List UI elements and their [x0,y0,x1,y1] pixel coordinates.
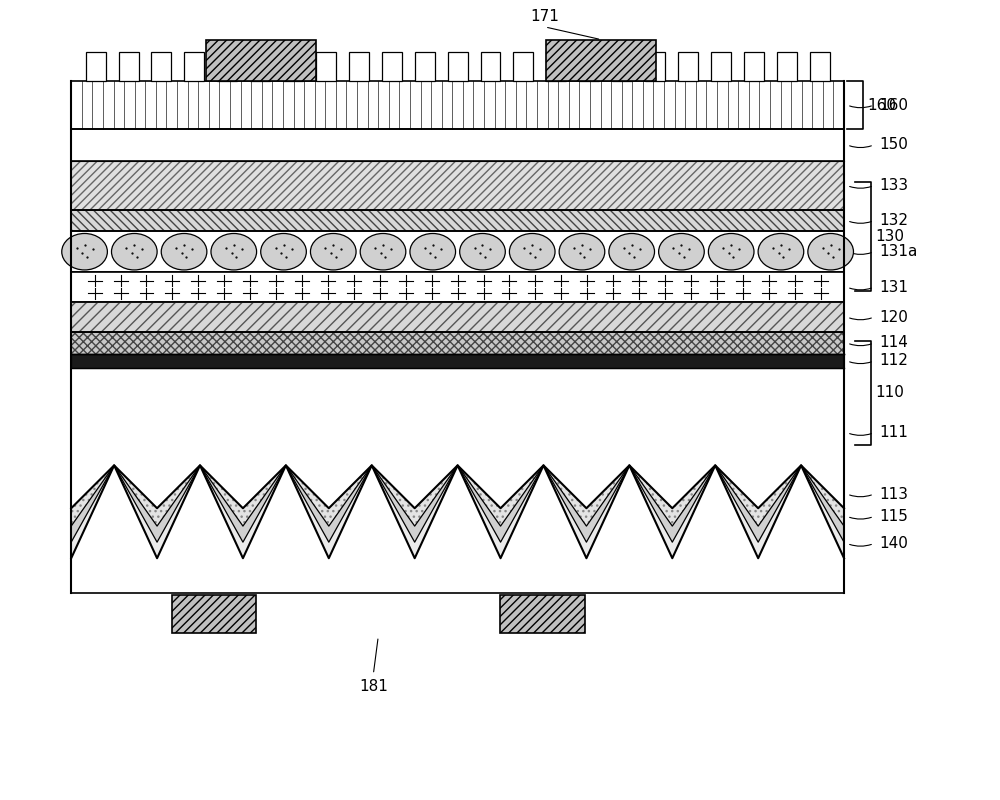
Circle shape [509,234,555,270]
Bar [71,231,844,273]
Bar [579,53,599,81]
Circle shape [808,234,853,270]
Polygon shape [71,466,844,558]
Bar [71,81,844,129]
Bar [71,332,844,354]
Circle shape [460,234,505,270]
Bar [184,53,204,81]
Text: 160: 160 [879,98,908,113]
Text: 113: 113 [879,486,908,502]
Bar [481,53,500,81]
Bar [217,53,237,81]
Bar [71,210,844,231]
Text: 133: 133 [879,178,908,193]
Bar [546,40,656,81]
Bar [810,53,830,81]
Text: 114: 114 [879,335,908,350]
Bar [415,53,435,81]
Bar [645,53,665,81]
Circle shape [161,234,207,270]
Circle shape [62,234,107,270]
Circle shape [310,234,356,270]
Bar [612,53,632,81]
Text: 140: 140 [879,536,908,551]
Bar [744,53,764,81]
Text: 110: 110 [875,385,904,400]
Text: 131: 131 [879,280,908,294]
Bar [71,302,844,332]
Circle shape [261,234,306,270]
Text: 150: 150 [879,138,908,152]
Text: 112: 112 [879,354,908,369]
Bar [206,40,316,81]
Circle shape [659,234,704,270]
Bar [71,354,844,368]
Circle shape [758,234,804,270]
Bar [71,161,844,210]
Bar [349,53,369,81]
Bar [513,53,533,81]
Circle shape [559,234,605,270]
Bar [71,273,844,302]
Text: 181: 181 [359,679,388,694]
Text: 171: 171 [530,9,559,24]
Bar [151,53,171,81]
Text: 130: 130 [875,229,904,244]
Text: 160: 160 [867,98,896,113]
Bar [283,53,303,81]
Circle shape [360,234,406,270]
Bar [711,53,731,81]
Circle shape [410,234,456,270]
Bar [119,53,139,81]
Bar [546,53,566,81]
Circle shape [211,234,257,270]
Bar [172,595,256,633]
Polygon shape [71,458,844,508]
Circle shape [708,234,754,270]
Bar [777,53,797,81]
Bar [71,129,844,161]
Bar [678,53,698,81]
Polygon shape [71,466,844,542]
Bar [448,53,468,81]
Polygon shape [71,466,844,526]
Bar [316,53,336,81]
Polygon shape [71,466,844,657]
Bar [71,368,844,466]
Bar [86,53,106,81]
Bar [382,53,402,81]
Bar [500,595,585,633]
Text: 111: 111 [879,425,908,440]
Text: 115: 115 [879,509,908,524]
Circle shape [609,234,655,270]
Text: 120: 120 [879,310,908,325]
Text: 132: 132 [879,213,908,228]
Circle shape [111,234,157,270]
Text: 131a: 131a [879,244,917,259]
Bar [250,53,270,81]
